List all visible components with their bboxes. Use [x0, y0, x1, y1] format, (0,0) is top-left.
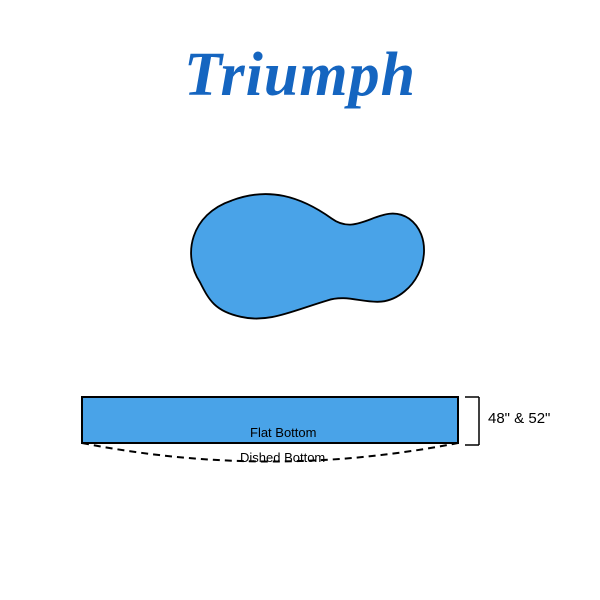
- pool-blob-path: [191, 194, 424, 319]
- flat-bottom-label: Flat Bottom: [250, 425, 316, 440]
- depth-dimension-bracket: [465, 396, 483, 446]
- dished-bottom-label: Dished Bottom: [240, 450, 325, 465]
- pool-top-view-shape: [150, 155, 450, 355]
- depth-dimension-label: 48" & 52": [488, 410, 550, 427]
- product-title: Triumph: [184, 40, 416, 111]
